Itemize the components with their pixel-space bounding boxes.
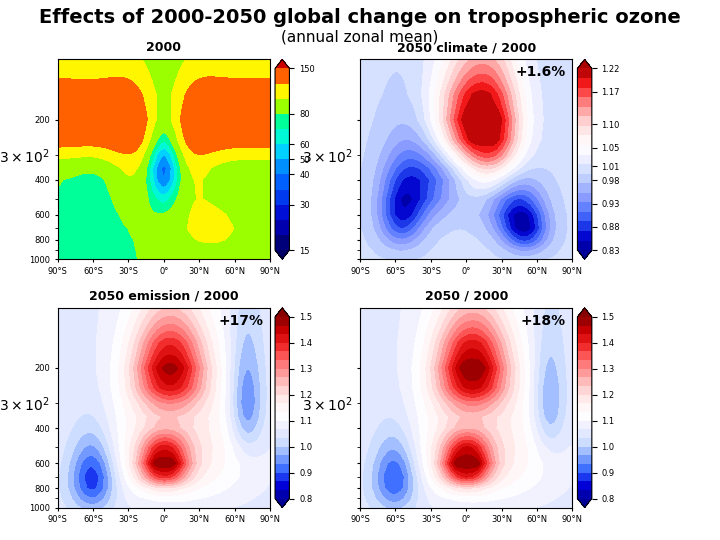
Title: 2050 climate / 2000: 2050 climate / 2000 bbox=[397, 41, 536, 54]
Text: (annual zonal mean): (annual zonal mean) bbox=[282, 30, 438, 45]
PathPatch shape bbox=[577, 250, 592, 259]
Text: +1.6%: +1.6% bbox=[516, 65, 566, 79]
Text: Effects of 2000-2050 global change on tropospheric ozone: Effects of 2000-2050 global change on tr… bbox=[39, 8, 681, 27]
Title: 2000: 2000 bbox=[146, 41, 181, 54]
PathPatch shape bbox=[577, 308, 592, 317]
Text: +17%: +17% bbox=[219, 314, 264, 328]
PathPatch shape bbox=[275, 308, 289, 317]
Text: +18%: +18% bbox=[521, 314, 566, 328]
PathPatch shape bbox=[577, 59, 592, 69]
PathPatch shape bbox=[577, 498, 592, 508]
Title: 2050 / 2000: 2050 / 2000 bbox=[425, 289, 508, 302]
PathPatch shape bbox=[275, 498, 289, 508]
Title: 2050 emission / 2000: 2050 emission / 2000 bbox=[89, 289, 238, 302]
PathPatch shape bbox=[275, 250, 289, 259]
PathPatch shape bbox=[275, 59, 289, 69]
